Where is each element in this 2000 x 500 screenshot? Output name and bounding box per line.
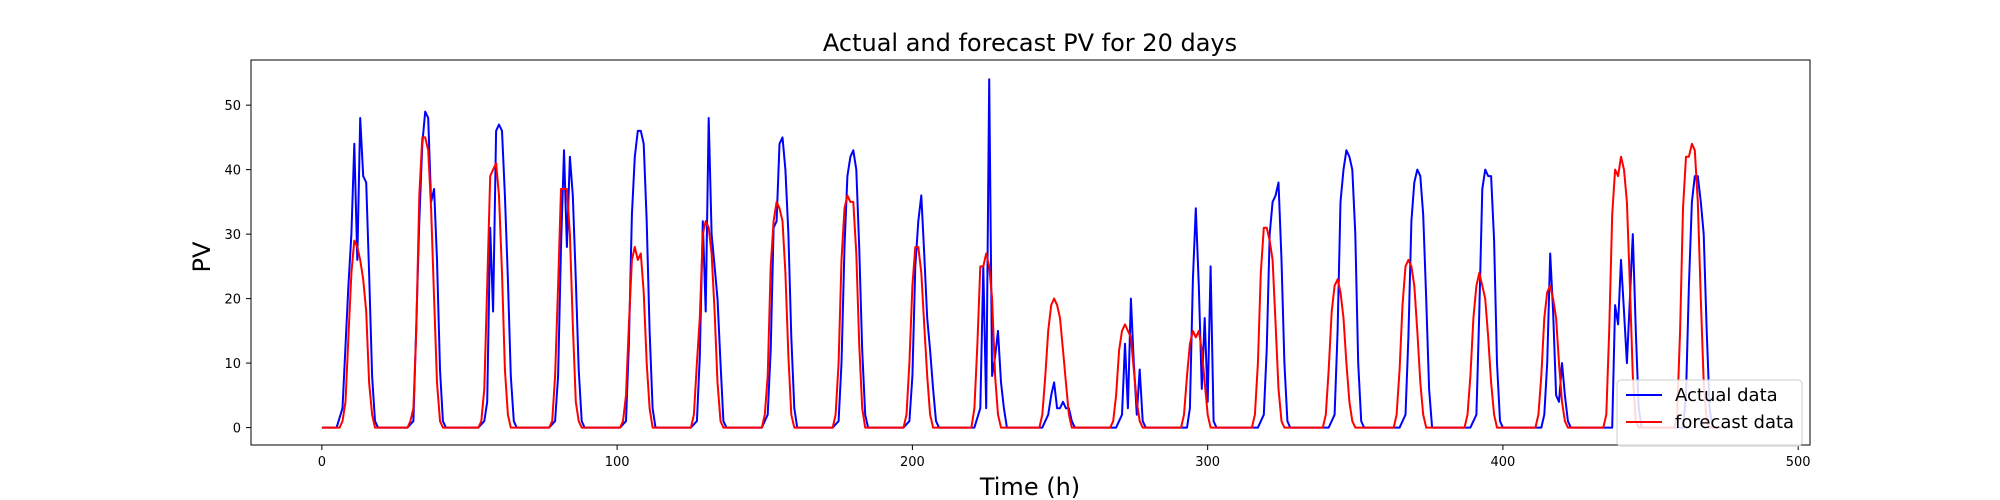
- x-tick-label: 500: [1786, 455, 1811, 470]
- plot-area-frame: [250, 59, 1811, 446]
- y-tick-label: 50: [224, 99, 241, 114]
- y-axis-label: PV: [188, 241, 216, 272]
- y-axis: 0 10 20 30 40 50: [224, 99, 251, 437]
- x-tick-label: 0: [318, 455, 326, 470]
- y-tick-label: 20: [224, 293, 241, 308]
- y-tick-label: 0: [233, 422, 241, 437]
- legend-label: forecast data: [1675, 412, 1794, 433]
- y-tick-label: 40: [224, 164, 241, 179]
- x-tick-label: 300: [1195, 455, 1220, 470]
- y-tick-label: 10: [224, 357, 241, 372]
- x-tick-label: 200: [900, 455, 925, 470]
- series-line-actual-data: [321, 78, 1722, 429]
- legend-box: [1616, 379, 1803, 447]
- x-axis: 0 100 200 300 400 500: [318, 445, 1811, 470]
- y-tick-label: 30: [224, 228, 241, 243]
- legend: Actual data forecast data: [1616, 379, 1803, 447]
- series-layer: [321, 78, 1722, 429]
- legend-label: Actual data: [1675, 385, 1778, 406]
- chart-title: Actual and forecast PV for 20 days: [823, 29, 1237, 57]
- series-line-forecast-data: [321, 136, 1722, 429]
- x-tick-label: 400: [1491, 455, 1516, 470]
- x-tick-label: 100: [605, 455, 630, 470]
- x-axis-label: Time (h): [979, 473, 1080, 500]
